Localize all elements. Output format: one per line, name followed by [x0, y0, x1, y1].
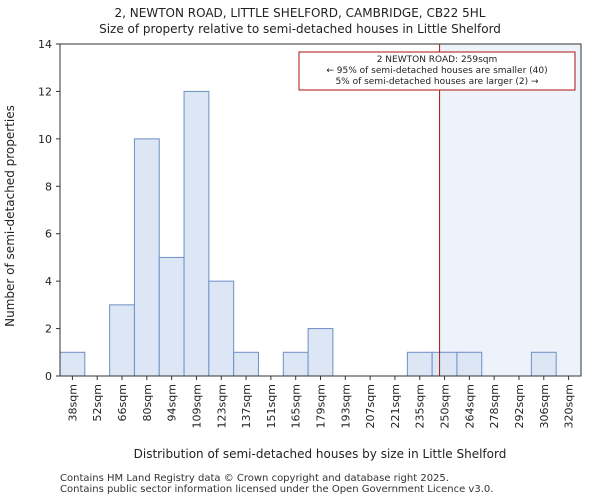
- bar-137sqm: [233, 351, 259, 377]
- bar-264sqm: [456, 351, 483, 377]
- bar-123sqm: [208, 280, 235, 377]
- x-tick-label: 165sqm: [290, 384, 303, 428]
- footer-line-1: Contains HM Land Registry data © Crown c…: [60, 473, 449, 484]
- annotation-line-3: 5% of semi-detached houses are larger (2…: [335, 77, 539, 87]
- y-tick-label: 4: [45, 275, 52, 288]
- bar-179sqm: [307, 328, 334, 377]
- chart-title: 2, NEWTON ROAD, LITTLE SHELFORD, CAMBRID…: [115, 6, 486, 20]
- y-tick-label: 8: [45, 180, 52, 193]
- bar-38sqm: [59, 351, 86, 377]
- x-tick-label: 278sqm: [488, 384, 501, 428]
- x-tick-label: 221sqm: [389, 384, 402, 428]
- chart-subtitle: Size of property relative to semi-detach…: [99, 22, 501, 36]
- x-tick-label: 38sqm: [66, 384, 79, 421]
- annotation-box: 2 NEWTON ROAD: 259sqm ← 95% of semi-deta…: [298, 51, 576, 91]
- x-axis-label: Distribution of semi-detached houses by …: [134, 447, 507, 461]
- x-tick-label: 109sqm: [190, 384, 203, 428]
- highlight-region: [439, 44, 581, 376]
- x-tick-label: 66sqm: [116, 384, 129, 421]
- bar-306sqm: [530, 351, 557, 377]
- bar-165sqm: [282, 351, 309, 377]
- footer-line-2: Contains public sector information licen…: [60, 484, 494, 495]
- y-tick-label: 0: [45, 370, 52, 383]
- x-tick-label: 151sqm: [265, 384, 278, 428]
- y-tick-label: 14: [38, 38, 52, 51]
- x-tick-label: 137sqm: [240, 384, 253, 428]
- y-tick-label: 12: [38, 85, 52, 98]
- y-tick-label: 6: [45, 228, 52, 241]
- x-tick-label: 320sqm: [563, 384, 576, 428]
- x-tick-label: 250sqm: [439, 384, 452, 428]
- x-tick-label: 292sqm: [513, 384, 526, 428]
- bar-80sqm: [133, 138, 160, 377]
- bar-94sqm: [158, 256, 185, 377]
- x-tick-label: 94sqm: [166, 384, 179, 421]
- x-tick-label: 80sqm: [141, 384, 154, 421]
- x-tick-label: 179sqm: [315, 384, 328, 428]
- x-tick-label: 306sqm: [538, 384, 551, 428]
- y-tick-label: 10: [38, 133, 52, 146]
- bar-250sqm: [431, 351, 458, 377]
- x-tick-label: 123sqm: [215, 384, 228, 428]
- y-tick-label: 2: [45, 323, 52, 336]
- x-tick-label: 264sqm: [463, 384, 476, 428]
- x-tick-label: 193sqm: [339, 384, 352, 428]
- bar-235sqm: [406, 351, 433, 377]
- bar-66sqm: [109, 304, 135, 377]
- x-tick-label: 207sqm: [364, 384, 377, 428]
- annotation-line-2: ← 95% of semi-detached houses are smalle…: [326, 66, 547, 76]
- y-axis-label: Number of semi-detached properties: [3, 105, 17, 327]
- bar-109sqm: [183, 90, 210, 377]
- x-tick-label: 52sqm: [91, 384, 104, 421]
- annotation-line-1: 2 NEWTON ROAD: 259sqm: [377, 55, 498, 65]
- x-tick-label: 235sqm: [414, 384, 427, 428]
